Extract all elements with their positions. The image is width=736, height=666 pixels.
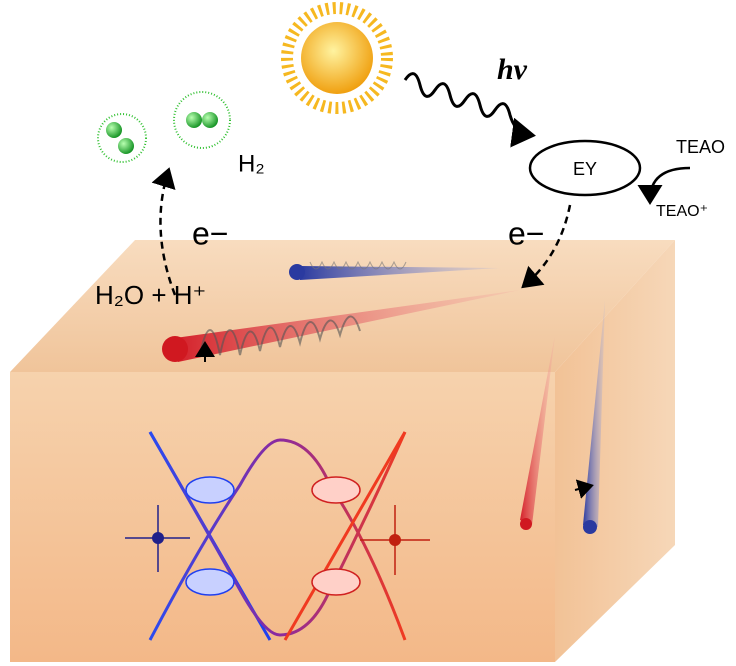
spin-symbol: [389, 534, 401, 546]
h2-molecule: [98, 92, 230, 162]
donor-oxidized-label: TEAO⁺: [656, 203, 708, 220]
spin-pocket: [186, 569, 234, 595]
donor-arrow: [650, 168, 690, 200]
electron-label: e−: [192, 215, 228, 251]
spin-ball-blue: [289, 264, 305, 280]
spin-ball-red: [162, 336, 188, 362]
spin-pocket: [186, 477, 234, 503]
sun: [287, 8, 387, 108]
side-ball-red: [520, 518, 532, 530]
dye-label: EY: [573, 159, 597, 179]
spin-pocket: [312, 569, 360, 595]
spin-symbol: [152, 532, 164, 544]
donor-label: TEAO: [676, 137, 725, 157]
reactants-label: H₂O + H⁺: [95, 280, 206, 310]
block-front: [10, 372, 555, 662]
electron-label: e−: [508, 215, 544, 251]
spin-pocket: [312, 477, 360, 503]
diagram: hν EY TEAO TEAO⁺ e− H₂ e− H₂O + H⁺: [0, 0, 736, 666]
side-ball-blue: [583, 520, 597, 534]
photon-label: hν: [497, 53, 528, 86]
hydrogen-label: H₂: [238, 150, 265, 177]
